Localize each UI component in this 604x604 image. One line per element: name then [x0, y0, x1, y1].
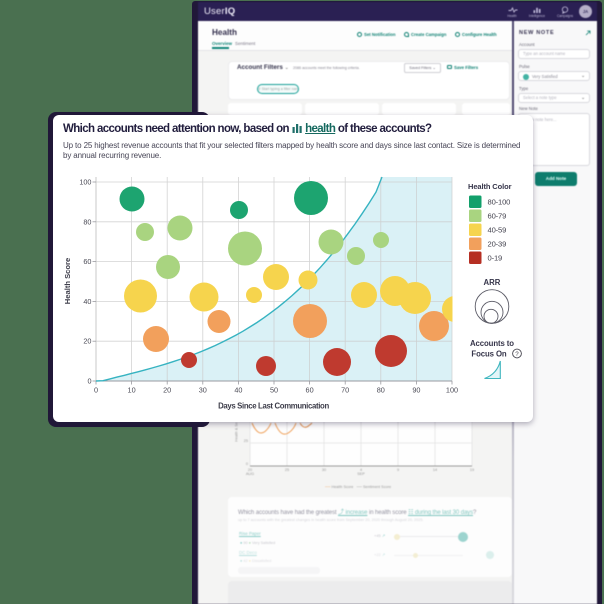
svg-text:80-100: 80-100 [488, 198, 511, 207]
svg-text:100: 100 [446, 386, 458, 395]
svg-text:Focus On: Focus On [471, 350, 506, 359]
svg-text:0-19: 0-19 [488, 254, 503, 263]
svg-text:70: 70 [341, 386, 349, 395]
svg-text:0: 0 [94, 386, 98, 395]
svg-text:ARR: ARR [484, 278, 501, 287]
svg-text:30: 30 [199, 386, 207, 395]
svg-text:Days Since Last Communication: Days Since Last Communication [218, 402, 329, 411]
svg-text:20-39: 20-39 [488, 240, 507, 249]
svg-text:Health Color: Health Color [468, 182, 512, 191]
svg-text:20: 20 [83, 337, 91, 346]
svg-text:0: 0 [87, 377, 91, 386]
svg-text:Accounts to: Accounts to [470, 339, 514, 348]
svg-text:80: 80 [83, 217, 91, 226]
svg-text:?: ? [515, 351, 519, 358]
svg-text:60: 60 [306, 386, 314, 395]
svg-text:Health Score: Health Score [63, 258, 72, 304]
svg-text:100: 100 [79, 178, 91, 187]
svg-text:20: 20 [163, 386, 171, 395]
svg-text:40: 40 [234, 386, 242, 395]
svg-text:40: 40 [83, 297, 91, 306]
svg-text:60-79: 60-79 [488, 212, 507, 221]
svg-text:10: 10 [128, 386, 136, 395]
svg-text:90: 90 [412, 386, 420, 395]
svg-text:80: 80 [377, 386, 385, 395]
svg-text:60: 60 [83, 257, 91, 266]
svg-text:40-59: 40-59 [488, 226, 507, 235]
svg-text:50: 50 [270, 386, 278, 395]
